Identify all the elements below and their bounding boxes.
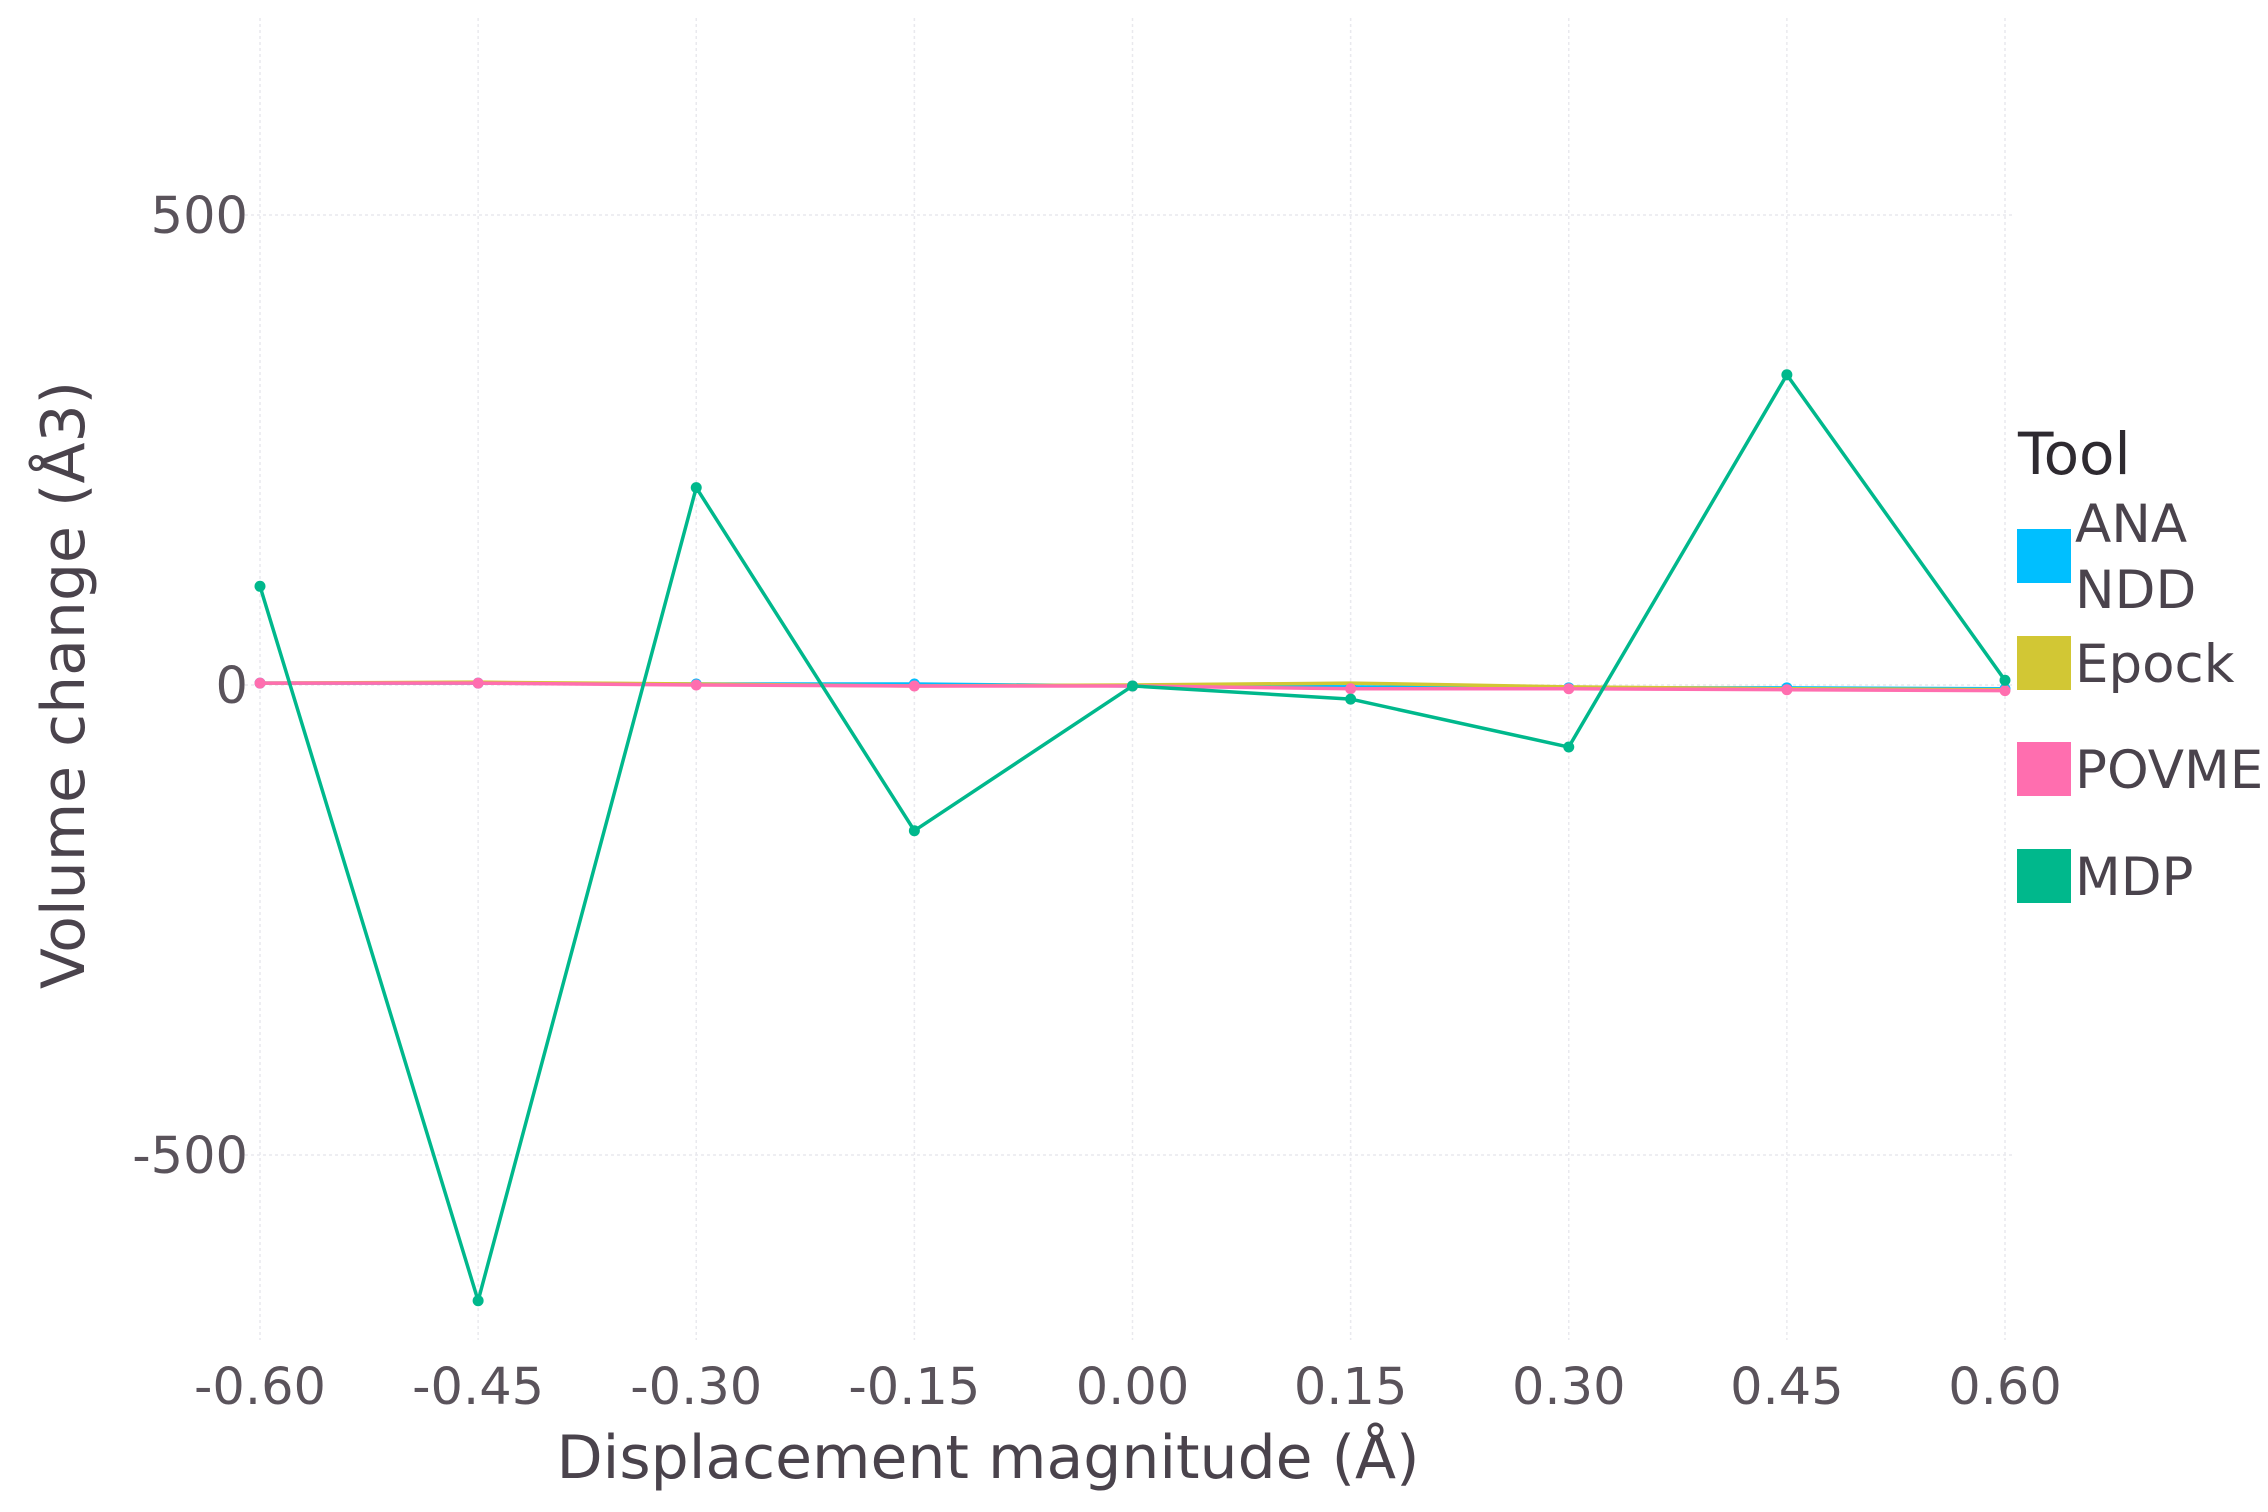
- x-tick-label: -0.45: [412, 1358, 544, 1417]
- x-tick-label: 0.45: [1730, 1358, 1844, 1417]
- data-point-mdp: [472, 1295, 484, 1307]
- x-tick-label: -0.30: [630, 1358, 762, 1417]
- legend-title: Tool: [2017, 420, 2131, 488]
- grid: [245, 18, 2012, 1340]
- legend-swatch: [2017, 849, 2071, 903]
- x-tick-label: 0.15: [1294, 1358, 1408, 1417]
- data-point-povme: [1781, 684, 1793, 696]
- plot-area: [254, 369, 2011, 1307]
- data-point-povme: [1345, 683, 1357, 695]
- x-tick-label: -0.15: [848, 1358, 980, 1417]
- data-point-mdp: [1781, 369, 1793, 381]
- legend-swatch: [2017, 636, 2071, 690]
- data-point-mdp: [1999, 674, 2011, 686]
- legend-label: Epock: [2075, 634, 2235, 695]
- y-tick-label: 500: [151, 187, 248, 246]
- x-axis-ticks: -0.60 -0.45 -0.30 -0.15 0.00 0.15 0.30 0.45 0.60: [194, 1358, 2062, 1417]
- legend-label: MDP: [2075, 847, 2194, 908]
- x-tick-label: 0.60: [1948, 1358, 2062, 1417]
- legend-swatch: [2017, 529, 2071, 583]
- data-point-povme: [1563, 683, 1575, 695]
- data-point-povme: [472, 677, 484, 689]
- data-point-mdp: [690, 482, 702, 494]
- data-point-povme: [690, 679, 702, 691]
- x-tick-label: -0.60: [194, 1358, 326, 1417]
- legend-label: NDD: [2075, 560, 2196, 621]
- data-point-mdp: [1563, 741, 1575, 753]
- legend-swatch: [2017, 742, 2071, 796]
- y-tick-label: 0: [216, 657, 248, 716]
- data-point-povme: [254, 677, 266, 689]
- y-tick-label: -500: [132, 1127, 248, 1186]
- data-point-mdp: [908, 825, 920, 837]
- legend-label: ANA: [2075, 494, 2187, 555]
- x-axis-title: Displacement magnitude (Å): [556, 1422, 1419, 1493]
- x-tick-label: 0.00: [1076, 1358, 1190, 1417]
- data-point-mdp: [1345, 693, 1357, 705]
- data-point-povme: [908, 680, 920, 692]
- data-point-mdp: [1127, 680, 1138, 692]
- legend-label: POVME: [2075, 740, 2263, 801]
- series-line-mdp: [258, 373, 2007, 1303]
- data-point-povme: [1999, 685, 2011, 697]
- y-axis-ticks: 500 0 -500: [132, 187, 248, 1186]
- y-axis-title: Volume change (Å3): [28, 381, 99, 989]
- data-point-mdp: [254, 580, 266, 592]
- x-tick-label: 0.30: [1512, 1358, 1626, 1417]
